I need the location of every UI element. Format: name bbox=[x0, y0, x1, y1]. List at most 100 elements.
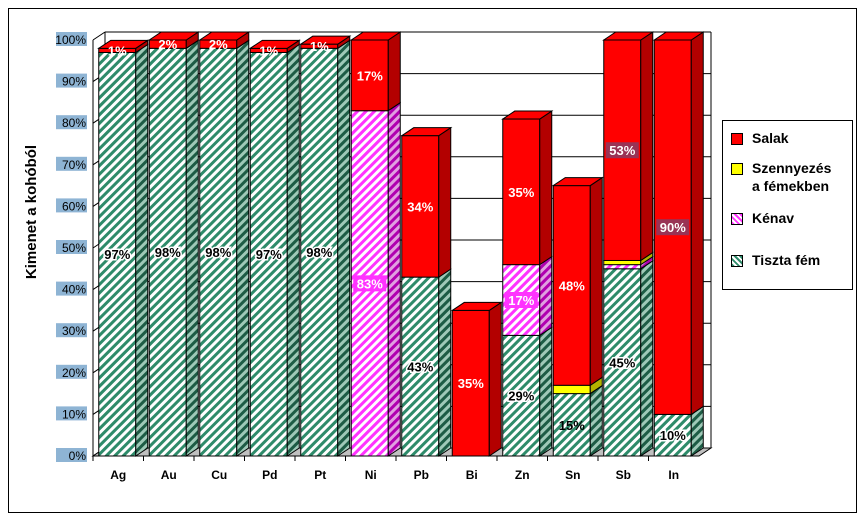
data-label: 29% bbox=[508, 389, 534, 404]
x-tick-label: Pb bbox=[414, 468, 429, 482]
data-label-bg bbox=[504, 292, 538, 308]
y-tick-label: 50% bbox=[62, 241, 86, 255]
y-tick-bg bbox=[56, 364, 87, 379]
legend-item: Tiszta fém bbox=[731, 251, 820, 269]
data-label: 1% bbox=[259, 43, 278, 58]
data-label: 15% bbox=[559, 418, 585, 433]
legend-label: Salak bbox=[752, 130, 789, 146]
data-label: 17% bbox=[357, 68, 383, 83]
bar-segment bbox=[198, 31, 251, 50]
chart-frame bbox=[8, 8, 857, 513]
y-tick-label: 20% bbox=[62, 366, 86, 380]
bar-segment bbox=[300, 39, 351, 457]
bar-segment bbox=[248, 39, 301, 54]
data-label: 98% bbox=[306, 245, 332, 260]
legend-label: Kénav bbox=[752, 210, 795, 226]
x-tick-label: Bi bbox=[466, 468, 478, 482]
y-tick-bg bbox=[56, 73, 87, 88]
y-axis-title: Kimenet a kohóból bbox=[23, 145, 40, 279]
bar-segment bbox=[401, 268, 452, 457]
x-tick-label: Sn bbox=[565, 468, 580, 482]
data-labels: 97% 1% 98% 2% 98% 2% 97% 1% 98% 1% 83% 17% 43% 34% 35%… bbox=[103, 37, 690, 445]
bar-segment bbox=[552, 384, 603, 457]
data-label-bg bbox=[656, 219, 690, 236]
y-tick-label: 30% bbox=[62, 324, 86, 338]
data-label: 98% bbox=[205, 245, 231, 260]
data-label: 2% bbox=[209, 37, 228, 52]
x-tick-label: Ni bbox=[365, 468, 377, 482]
data-label-bg bbox=[353, 275, 387, 292]
bars bbox=[97, 31, 705, 457]
y-tick-bg bbox=[56, 198, 87, 213]
bar-segment bbox=[299, 35, 352, 50]
data-label: 17% bbox=[508, 293, 534, 308]
y-tick-label: 70% bbox=[62, 158, 86, 172]
y-tick-bg bbox=[56, 32, 87, 46]
data-label: 1% bbox=[310, 39, 329, 54]
bar-segment bbox=[501, 110, 554, 266]
bar-segment bbox=[400, 126, 453, 279]
data-label: 43% bbox=[407, 360, 433, 375]
x-tick-label: Au bbox=[161, 468, 177, 482]
legend-label-line: a fémekben bbox=[752, 178, 830, 194]
legend-label: Szennyezés a fémekben bbox=[752, 159, 831, 195]
bar-segment bbox=[349, 31, 402, 112]
bar-segment bbox=[249, 43, 300, 457]
data-label: 98% bbox=[155, 245, 181, 260]
y-tick-bg bbox=[56, 323, 87, 338]
x-tick-label: Zn bbox=[515, 468, 530, 482]
y-tick-bg bbox=[56, 240, 87, 254]
y-tick-bg bbox=[56, 406, 87, 421]
gridline-side bbox=[92, 31, 106, 41]
bar-segment bbox=[551, 176, 604, 387]
data-label: 97% bbox=[104, 247, 130, 262]
legend-swatch bbox=[731, 255, 743, 267]
x-tick-label: In bbox=[668, 468, 679, 482]
legend-swatch bbox=[731, 213, 743, 225]
bar-segment bbox=[148, 39, 199, 457]
y-tick-label: 10% bbox=[62, 407, 86, 421]
x-tick-label: Ag bbox=[110, 468, 126, 482]
x-tick-label: Sb bbox=[616, 468, 631, 482]
data-label: 45% bbox=[609, 355, 635, 370]
y-tick-label: 0% bbox=[69, 449, 87, 463]
legend-item: Salak bbox=[731, 129, 789, 147]
bar-segment bbox=[199, 39, 250, 457]
data-label: 48% bbox=[559, 278, 585, 293]
data-label: 53% bbox=[609, 143, 635, 158]
y-tick-label: 60% bbox=[62, 199, 86, 213]
data-label: 83% bbox=[357, 276, 383, 291]
data-label: 90% bbox=[660, 220, 686, 235]
legend-item: Kénav bbox=[731, 209, 794, 227]
data-label: 2% bbox=[158, 37, 177, 52]
legend-swatch bbox=[731, 163, 743, 175]
bar-segment bbox=[450, 301, 503, 457]
legend-label-line: Szennyezés bbox=[752, 160, 832, 176]
data-label-bg bbox=[605, 142, 639, 159]
data-label: 97% bbox=[256, 247, 282, 262]
bar-segment bbox=[502, 326, 553, 457]
y-tick-label: 80% bbox=[62, 116, 86, 130]
data-label: 35% bbox=[508, 185, 534, 200]
y-tick-label: 100% bbox=[55, 33, 86, 47]
legend-label: Tiszta fém bbox=[752, 252, 821, 268]
y-tick-bg bbox=[56, 156, 87, 171]
y-tick-bg bbox=[56, 115, 87, 130]
x-tick-label: Pt bbox=[314, 468, 326, 482]
legend-item: Szennyezés a fémekben bbox=[731, 159, 831, 195]
data-label: 1% bbox=[108, 43, 127, 58]
bar-segment bbox=[98, 43, 149, 457]
y-tick-bg bbox=[56, 281, 87, 296]
x-tick-label: Cu bbox=[211, 468, 227, 482]
bar-segment bbox=[97, 39, 150, 54]
legend: Salak Szennyezés a fémekben Kénav Tiszta fém bbox=[722, 120, 853, 290]
bar-segment bbox=[147, 31, 200, 50]
data-label: 34% bbox=[407, 199, 433, 214]
x-tick-label: Pd bbox=[262, 468, 277, 482]
data-label: 35% bbox=[458, 376, 484, 391]
y-tick-bg bbox=[56, 448, 87, 462]
legend-swatch bbox=[731, 133, 743, 145]
bar-segment bbox=[653, 405, 704, 457]
y-tick-label: 90% bbox=[62, 75, 86, 89]
